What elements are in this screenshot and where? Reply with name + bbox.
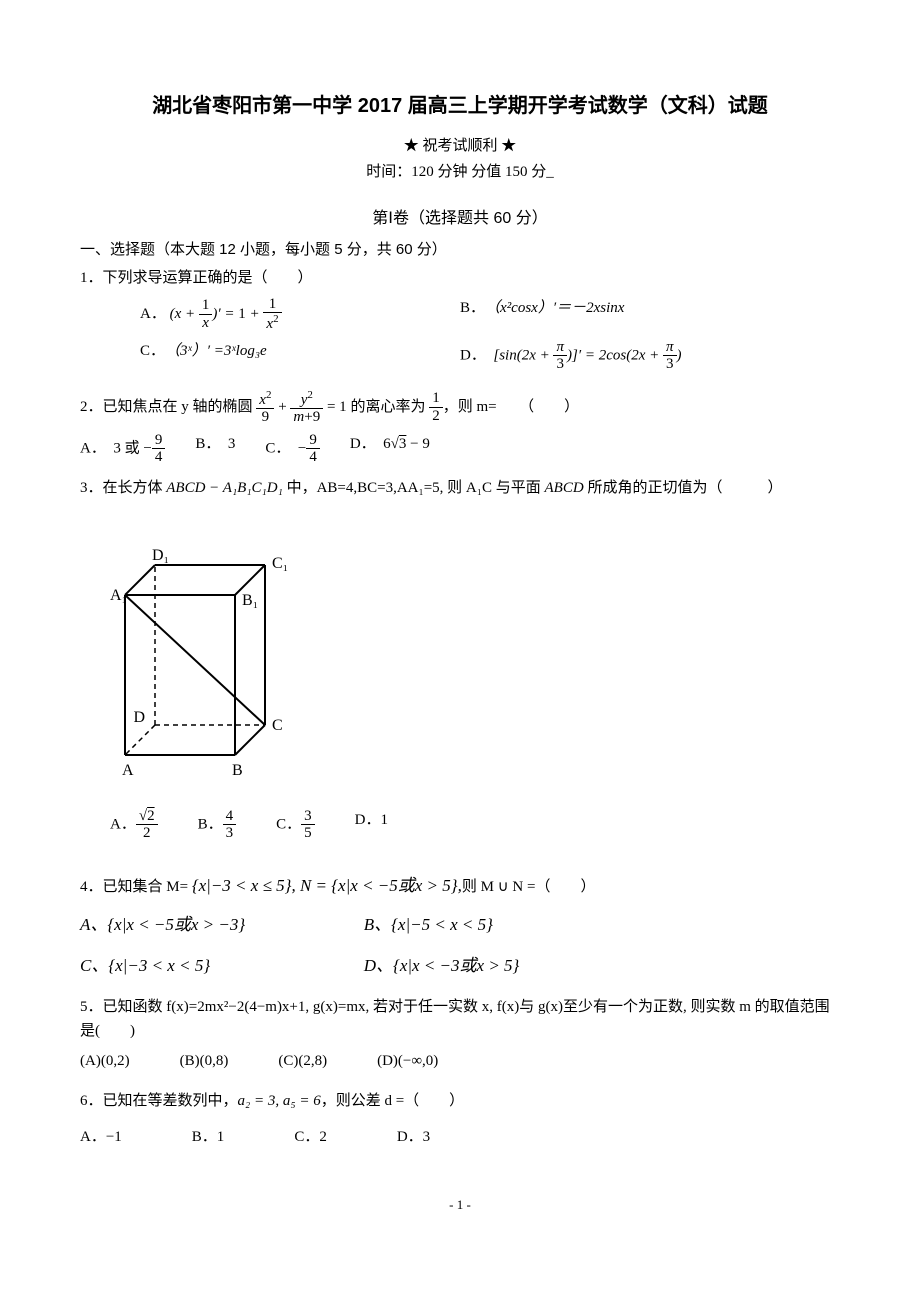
q4-option-b: B、{x|−5 < x < 5}	[364, 911, 493, 938]
svg-text:A₁: A₁	[110, 587, 127, 604]
cuboid-figure: D₁ C₁ A₁ B₁ D C A B	[110, 520, 840, 788]
exam-title: 湖北省枣阳市第一中学 2017 届高三上学期开学考试数学（文科）试题	[80, 90, 840, 122]
question-3: 3．在长方体 ABCD − A₁B₁C₁D₁ 中，AB=4,BC=3,AA₁=5…	[80, 476, 840, 848]
svg-text:A: A	[122, 762, 134, 779]
q1-option-d: D． [sin(2x + π3)]′ = 2cos(2x + π3)	[460, 339, 780, 373]
q4-option-a: A、{x|x < −5或x > −3}	[80, 911, 360, 938]
good-luck-text: ★ 祝考试顺利 ★	[80, 134, 840, 158]
question-2: 2．已知焦点在 y 轴的椭圆 x29 + y2m+9 = 1 的离心率为 12，…	[80, 389, 840, 466]
svg-text:B: B	[232, 762, 243, 779]
q6-option-c: C．2	[294, 1125, 327, 1149]
q2-option-c: C． −94	[265, 432, 319, 466]
q5-option-c: (C)(2,8)	[278, 1049, 327, 1073]
svg-text:B₁: B₁	[242, 592, 258, 609]
q3-stem: 3．在长方体 ABCD − A₁B₁C₁D₁ 中，AB=4,BC=3,AA₁=5…	[80, 476, 840, 500]
q2-stem: 2．已知焦点在 y 轴的椭圆 x29 + y2m+9 = 1 的离心率为 12，…	[80, 389, 840, 426]
q1-option-c: C． （3ˣ）′ =3ˣlog₃e	[140, 339, 460, 373]
q1-option-a: A． (x + 1x)′ = 1 + 1x2	[140, 296, 460, 333]
q3-option-b: B．43	[198, 808, 237, 842]
q6-option-d: D．3	[397, 1125, 430, 1149]
q3-option-d: D．1	[355, 808, 388, 842]
q2-option-d: D． 6√3 − 9	[350, 432, 430, 466]
page-number: - 1 -	[80, 1195, 840, 1216]
section-desc: 一、选择题（本大题 12 小题，每小题 5 分，共 60 分）	[80, 238, 840, 262]
question-5: 5．已知函数 f(x)=2mx²−2(4−m)x+1, g(x)=mx, 若对于…	[80, 995, 840, 1079]
q1-option-b: B． （x²cosx）′＝－2xsinx	[460, 296, 780, 333]
svg-text:D₁: D₁	[152, 547, 169, 564]
section-header: 第Ⅰ卷（选择题共 60 分）	[80, 206, 840, 232]
q6-stem: 6．已知在等差数列中，a₂ = 3, a₅ = 6，则公差 d =（ ）	[80, 1089, 840, 1113]
question-1: 1．下列求导运算正确的是（ ） A． (x + 1x)′ = 1 + 1x2 B…	[80, 266, 840, 379]
time-score-info: 时间：120 分钟 分值 150 分_	[80, 160, 840, 184]
question-4: 4．已知集合 M= {x|−3 < x ≤ 5}, N = {x|x < −5或…	[80, 872, 840, 980]
q1-stem: 1．下列求导运算正确的是（ ）	[80, 266, 840, 290]
q4-stem: 4．已知集合 M= {x|−3 < x ≤ 5}, N = {x|x < −5或…	[80, 872, 840, 899]
q5-option-b: (B)(0,8)	[180, 1049, 229, 1073]
question-6: 6．已知在等差数列中，a₂ = 3, a₅ = 6，则公差 d =（ ） A．−…	[80, 1089, 840, 1155]
q4-option-c: C、{x|−3 < x < 5}	[80, 952, 360, 979]
q6-option-a: A．−1	[80, 1125, 122, 1149]
q2-option-a: A． 3 或 −94	[80, 432, 165, 466]
q5-option-d: (D)(−∞,0)	[377, 1049, 438, 1073]
svg-text:D: D	[133, 709, 145, 726]
q5-option-a: (A)(0,2)	[80, 1049, 130, 1073]
q6-option-b: B．1	[192, 1125, 225, 1149]
svg-text:C₁: C₁	[272, 555, 288, 572]
q5-stem: 5．已知函数 f(x)=2mx²−2(4−m)x+1, g(x)=mx, 若对于…	[80, 995, 840, 1043]
svg-text:C: C	[272, 717, 283, 734]
q4-option-d: D、{x|x < −3或x > 5}	[364, 952, 520, 979]
q2-option-b: B． 3	[195, 432, 235, 466]
q3-option-c: C．35	[276, 808, 315, 842]
q3-option-a: A．√22	[110, 808, 158, 842]
